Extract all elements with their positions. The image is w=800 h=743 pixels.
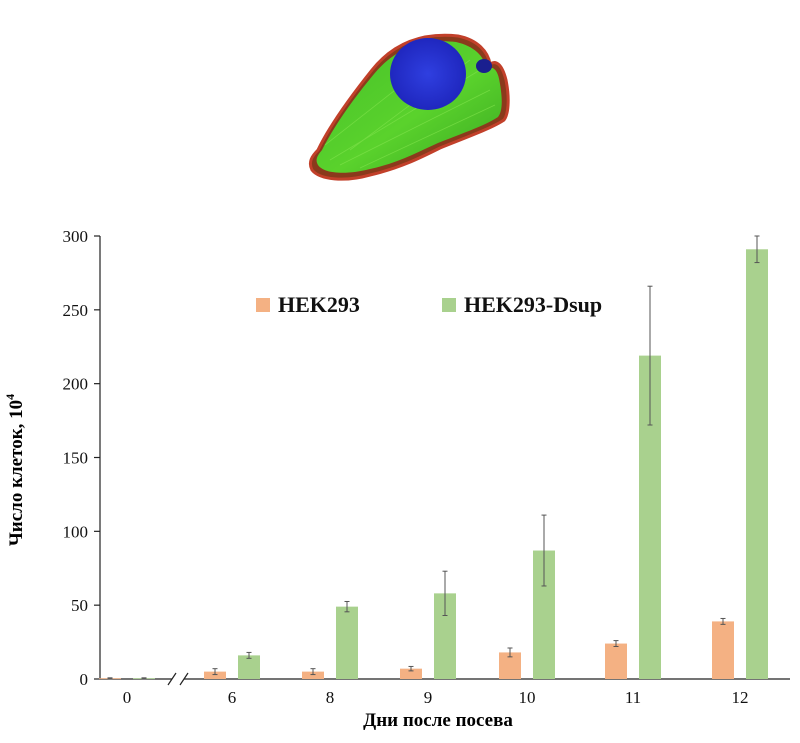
bars-group bbox=[99, 249, 768, 680]
legend-label: HEK293-Dsup bbox=[464, 292, 602, 317]
axis-break-mark bbox=[167, 672, 177, 686]
bar-hek293-dsup-8 bbox=[336, 606, 358, 679]
y-axis-label-exponent: 4 bbox=[3, 394, 17, 400]
x-tick-label: 11 bbox=[625, 688, 641, 707]
y-tick-label: 150 bbox=[63, 449, 89, 468]
legend-swatch bbox=[256, 298, 270, 312]
bar-hek293-dsup-6 bbox=[238, 655, 260, 679]
error-bars-group bbox=[107, 235, 760, 680]
bar-hek293-dsup-9 bbox=[434, 593, 456, 679]
bar-hek293-dsup-11 bbox=[639, 355, 661, 679]
y-tick-label: 250 bbox=[63, 301, 89, 320]
x-tick-label: 9 bbox=[424, 688, 433, 707]
legend-swatch bbox=[442, 298, 456, 312]
legend: HEK293 HEK293-Dsup bbox=[256, 292, 602, 317]
bar-hek293-11 bbox=[605, 643, 627, 679]
y-tick-label: 100 bbox=[63, 522, 89, 541]
x-tick-label: 12 bbox=[732, 688, 749, 707]
x-tick-label: 10 bbox=[519, 688, 536, 707]
bar-hek293-9 bbox=[400, 668, 422, 679]
cell-micrograph-image bbox=[308, 33, 510, 181]
bar-hek293-8 bbox=[302, 671, 324, 679]
y-tick-label: 300 bbox=[63, 227, 89, 246]
x-axis-label: Дни после посева bbox=[363, 710, 513, 731]
y-tick-label: 200 bbox=[63, 375, 89, 394]
bar-hek293-6 bbox=[204, 671, 226, 679]
y-tick-label: 0 bbox=[80, 670, 89, 689]
bar-hek293-dsup-12 bbox=[746, 249, 768, 680]
bar-hek293-10 bbox=[499, 652, 521, 679]
x-tick-label: 0 bbox=[123, 688, 132, 707]
x-tick-label: 8 bbox=[326, 688, 335, 707]
y-axis-label: Число клеток, 104 bbox=[3, 394, 27, 546]
y-axis: 0 50 100 150 200 250 300 bbox=[63, 227, 101, 689]
legend-label: HEK293 bbox=[278, 292, 360, 317]
y-tick-label: 50 bbox=[71, 596, 88, 615]
bar-hek293-12 bbox=[712, 621, 734, 679]
axis-break-mark bbox=[179, 672, 189, 686]
y-axis-label-main: Число клеток, 10 bbox=[6, 400, 27, 546]
x-tick-label: 6 bbox=[228, 688, 237, 707]
bar-hek293-dsup-10 bbox=[533, 550, 555, 679]
